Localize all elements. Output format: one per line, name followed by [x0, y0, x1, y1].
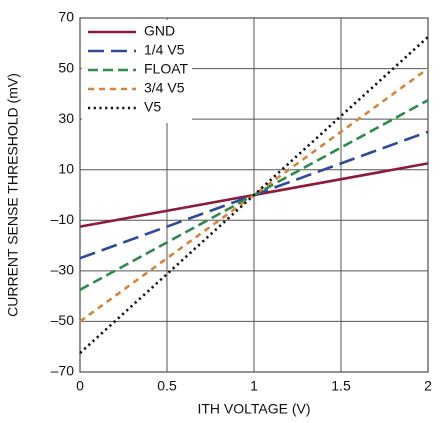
legend-label: 1/4 V5: [144, 42, 185, 58]
legend-label: GND: [144, 23, 175, 39]
y-tick-label: –50: [51, 312, 75, 328]
y-tick-label: 30: [58, 110, 74, 126]
x-tick-label: 1: [250, 378, 258, 394]
legend-label: FLOAT: [144, 61, 189, 77]
legend-label: V5: [144, 99, 161, 115]
series-line: [79, 36, 429, 354]
x-tick-label: 0.5: [157, 378, 177, 394]
y-tick-label: 10: [58, 160, 74, 176]
y-tick-label: 50: [58, 59, 74, 75]
y-tick-label: –70: [51, 363, 75, 379]
x-tick-label: 0: [76, 378, 84, 394]
series-line: [79, 67, 429, 323]
y-tick-label: 70: [58, 9, 74, 25]
y-axis-label: CURRENT SENSE THRESHOLD (mV): [5, 73, 21, 317]
x-tick-label: 1.5: [331, 378, 351, 394]
x-tick-label: 2: [424, 378, 432, 394]
legend-label: 3/4 V5: [144, 80, 185, 96]
y-tick-label: –10: [51, 211, 75, 227]
legend-box: [82, 20, 192, 123]
x-axis-label: ITH VOLTAGE (V): [197, 401, 310, 417]
y-tick-label: –30: [51, 262, 75, 278]
